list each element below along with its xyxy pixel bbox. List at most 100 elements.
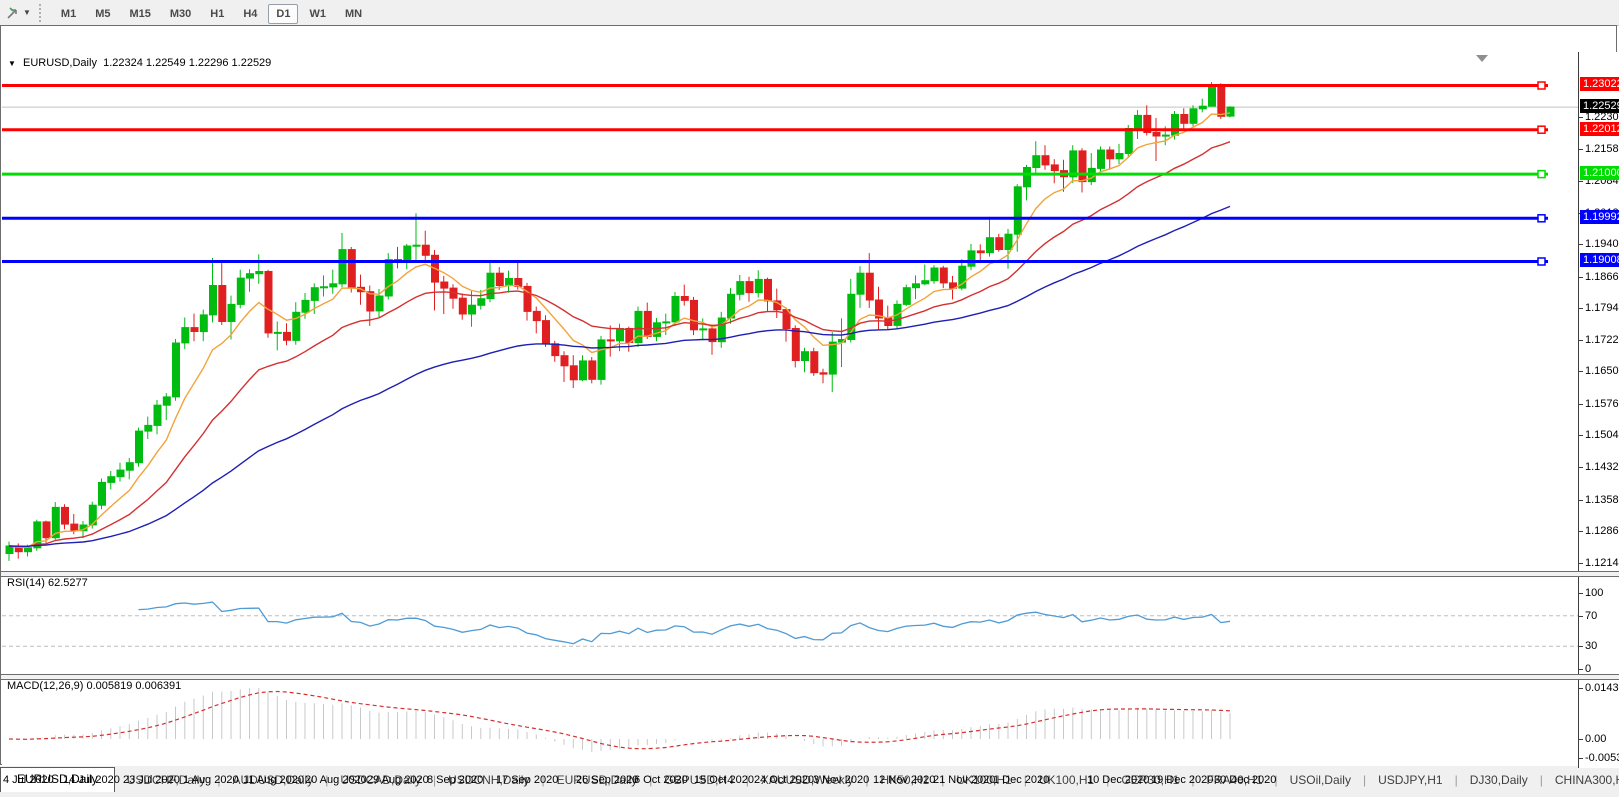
date-label: 8 Sep 2020 bbox=[427, 774, 484, 786]
chart-shift-marker-icon bbox=[1476, 55, 1488, 62]
level-price-label: 1.21000 bbox=[1580, 166, 1619, 180]
date-label: 24 Oct 2020 bbox=[754, 774, 814, 786]
price-tick-label: 100 bbox=[1585, 587, 1604, 599]
tab-separator: | bbox=[541, 773, 545, 787]
axis-tick bbox=[1579, 531, 1583, 532]
axis-tick bbox=[1579, 616, 1583, 617]
chart-tab-audusd-daily[interactable]: AUDUSD,Daily bbox=[232, 773, 314, 787]
level-handle bbox=[1537, 125, 1546, 134]
timeframe-button-m15[interactable]: M15 bbox=[129, 7, 151, 20]
level-price-label: 1.19992 bbox=[1580, 210, 1619, 224]
horizontal-level-line-4 bbox=[2, 214, 1548, 223]
ma-fast-line bbox=[8, 112, 1231, 549]
timeframe-button-d1[interactable]: D1 bbox=[268, 3, 299, 24]
chart-tab-ger30-h1[interactable]: GER30,H1 bbox=[1121, 773, 1180, 787]
date-label: 14 Jul 2020 bbox=[63, 774, 120, 786]
chart-tab-china300-h1[interactable]: CHINA300,H1 bbox=[1554, 773, 1619, 787]
axis-tick bbox=[1579, 244, 1583, 245]
timeframe-button-mn[interactable]: MN bbox=[344, 7, 363, 20]
macd-pane[interactable] bbox=[2, 678, 1578, 768]
timeframe-button-w1[interactable]: W1 bbox=[309, 7, 326, 20]
chart-tab-uk100-h1[interactable]: UK100,H1 bbox=[1038, 773, 1095, 787]
level-price-label: 1.23022 bbox=[1580, 77, 1619, 91]
date-label: 26 Sep 2020 bbox=[576, 774, 639, 786]
date-label: 29 Aug 2020 bbox=[367, 774, 429, 786]
date-label: 17 Sep 2020 bbox=[496, 774, 559, 786]
axis-tick bbox=[1579, 563, 1583, 564]
price-tick-label: 1.12860 bbox=[1585, 525, 1619, 537]
tab-separator: | bbox=[1191, 773, 1195, 787]
date-label: 6 Oct 2020 bbox=[634, 774, 688, 786]
chart-tab-gbpusd-h4[interactable]: GBPUSD,H4 bbox=[664, 773, 734, 787]
price-tick-label: 1.17220 bbox=[1585, 334, 1619, 346]
axis-tick bbox=[1579, 467, 1583, 468]
price-tick-label: 1.18660 bbox=[1585, 271, 1619, 283]
chart-tab-usdjpy-h1[interactable]: USDJPY,H1 bbox=[1378, 773, 1443, 787]
date-label: 19 Dec 2020 bbox=[1151, 774, 1214, 786]
chart-window[interactable]: ▼ EURUSD,Daily 1.22324 1.22549 1.22296 1… bbox=[0, 25, 1619, 786]
time-axis[interactable]: 4 Jul 2020 14 Jul 2020 23 Jul 2020 1 Aug 20… bbox=[1, 774, 1578, 790]
cursor-tool-icon[interactable] bbox=[5, 5, 21, 21]
rsi-pane[interactable] bbox=[2, 575, 1578, 674]
timeframe-button-h4[interactable]: H4 bbox=[243, 7, 258, 20]
toolbar-grip-handle[interactable] bbox=[38, 3, 45, 22]
timeframe-button-m1[interactable]: M1 bbox=[60, 7, 77, 20]
cursor-tool-dropdown-icon[interactable]: ▼ bbox=[23, 8, 31, 17]
price-tick-label: 0 bbox=[1585, 663, 1592, 675]
chart-tab-dj30-daily[interactable]: DJ30,Daily bbox=[1469, 773, 1528, 787]
pane-separator[interactable] bbox=[1, 571, 1619, 577]
chart-tab-usdchf-daily[interactable]: USDCHF,Daily bbox=[126, 773, 206, 787]
chart-tab-uk100-h1[interactable]: UK100,H1 bbox=[956, 773, 1012, 787]
date-label: 10 Dec 2020 bbox=[1087, 774, 1150, 786]
price-tick-label: 0.014384 bbox=[1585, 682, 1619, 694]
price-tick-label: 1.13580 bbox=[1585, 494, 1619, 506]
tab-separator: | bbox=[433, 773, 437, 787]
date-label: 20 Aug 2020 bbox=[305, 774, 367, 786]
tab-separator: | bbox=[217, 773, 221, 787]
chart-tab-bar: EURUSD,Daily USDCHF,Daily | AUDUSD,Daily | US… bbox=[0, 766, 1619, 792]
chart-tab-eurusd-daily[interactable]: EURUSD,Daily bbox=[556, 773, 638, 787]
chart-tab-usdcnh-daily[interactable]: USDCNH,Daily bbox=[448, 773, 530, 787]
price-tick-label: 1.15760 bbox=[1585, 398, 1619, 410]
macd-label: MACD(12,26,9) 0.005819 0.006391 bbox=[7, 680, 182, 692]
status-strip bbox=[0, 792, 1619, 797]
level-price-label: 1.19008 bbox=[1580, 253, 1619, 267]
pane-separator[interactable] bbox=[1, 674, 1619, 680]
chart-tab-usoil-daily[interactable]: USOil,Daily bbox=[1289, 773, 1351, 787]
price-tick-label: 70 bbox=[1585, 610, 1598, 622]
axis-tick bbox=[1579, 593, 1583, 594]
chart-tab-usdcad-daily[interactable]: USDCAD,Daily bbox=[340, 773, 421, 787]
chart-tab-eurusd-daily[interactable]: EURUSD,Daily bbox=[0, 767, 115, 792]
date-label: 1 Aug 2020 bbox=[183, 774, 239, 786]
price-tick-label: 1.14320 bbox=[1585, 461, 1619, 473]
date-label: 21 Nov 2020 bbox=[933, 774, 996, 786]
chart-tab-fra40-h1[interactable]: FRA40,H1 bbox=[1206, 773, 1263, 787]
tab-separator: | bbox=[1454, 773, 1458, 787]
horizontal-level-line-2 bbox=[2, 125, 1548, 134]
axis-tick bbox=[1579, 340, 1583, 341]
price-tick-label: 0.00 bbox=[1585, 733, 1607, 745]
chart-tab-xauusd-weekly[interactable]: XAUUSD,Weekly bbox=[760, 773, 854, 787]
level-handle bbox=[1537, 214, 1546, 223]
chart-tabs: EURUSD,Daily USDCHF,Daily | AUDUSD,Daily | US… bbox=[0, 767, 1619, 792]
chart-dropdown-icon[interactable]: ▼ bbox=[8, 59, 16, 68]
timeframe-button-m30[interactable]: M30 bbox=[169, 7, 192, 20]
timeframe-button-h1[interactable]: H1 bbox=[210, 7, 225, 20]
chart-tab-hk50-h1[interactable]: HK50,H1 bbox=[880, 773, 930, 787]
horizontal-level-line-1 bbox=[2, 81, 1548, 90]
tab-separator: | bbox=[865, 773, 869, 787]
horizontal-level-line-3 bbox=[2, 169, 1548, 179]
price-axis[interactable]: 1.223001.215801.208401.201201.194001.186… bbox=[1578, 52, 1619, 768]
axis-tick bbox=[1579, 669, 1583, 670]
tab-separator: | bbox=[325, 773, 329, 787]
price-pane[interactable] bbox=[2, 52, 1578, 571]
timeframe-button-m5[interactable]: M5 bbox=[95, 7, 111, 20]
date-label: 11 Aug 2020 bbox=[243, 774, 304, 786]
axis-tick bbox=[1579, 739, 1583, 740]
horizontal-level-line-5 bbox=[2, 257, 1548, 266]
rsi-line bbox=[138, 601, 1231, 645]
axis-tick bbox=[1579, 149, 1583, 150]
chart-ohlc-values: 1.22324 1.22549 1.22296 1.22529 bbox=[103, 57, 272, 69]
bid-price-label: 1.22529 bbox=[1580, 99, 1619, 113]
tab-separator: | bbox=[1362, 773, 1367, 787]
